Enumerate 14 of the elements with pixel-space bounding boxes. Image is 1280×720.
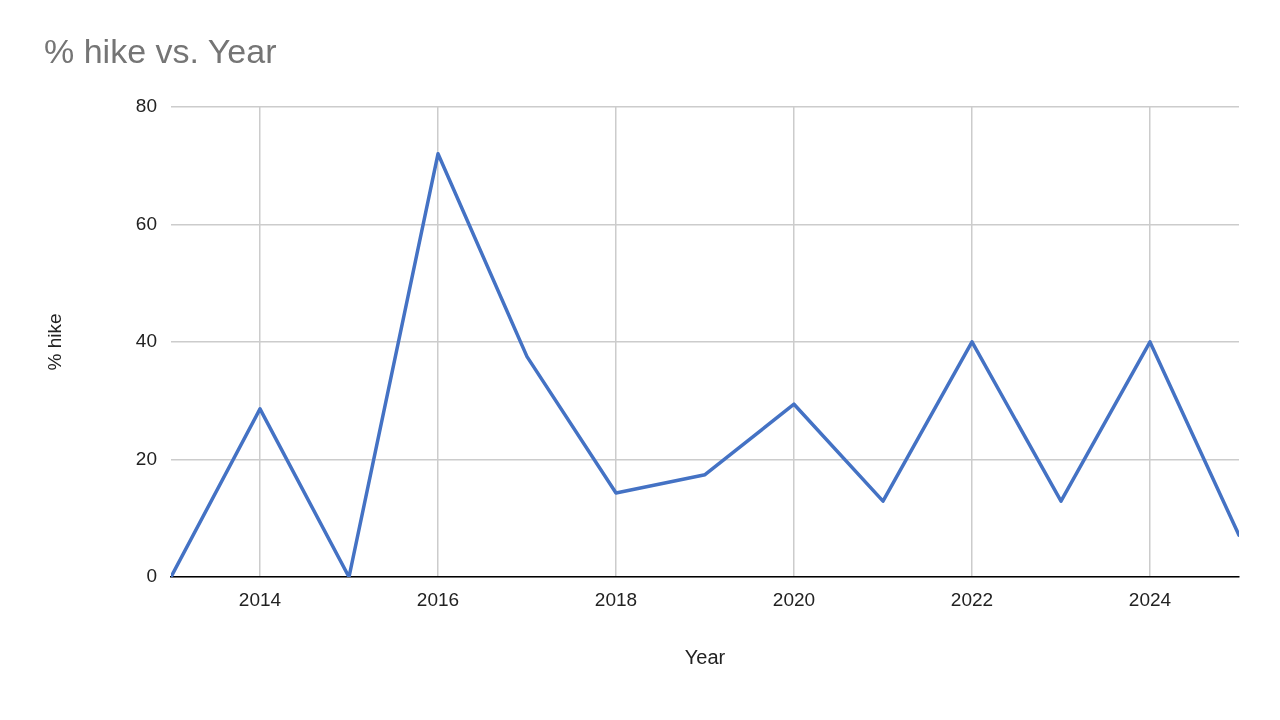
y-tick-label: 0 (146, 565, 157, 587)
y-tick-label: 20 (135, 447, 157, 469)
chart-title: % hike vs. Year (44, 31, 277, 70)
x-axis-title: Year (684, 645, 726, 668)
x-tick-label: 2016 (416, 588, 460, 610)
x-tick-label: 2014 (238, 588, 282, 610)
x-tick-label: 2024 (1128, 588, 1172, 610)
y-tick-label: 60 (135, 212, 157, 234)
x-tick-label: 2022 (950, 588, 994, 610)
y-tick-label: 40 (135, 330, 157, 352)
y-tick-label: 80 (135, 95, 157, 117)
x-tick-label: 2020 (772, 588, 816, 610)
y-axis-title: % hike (43, 313, 65, 371)
x-tick-label: 2018 (594, 588, 638, 610)
